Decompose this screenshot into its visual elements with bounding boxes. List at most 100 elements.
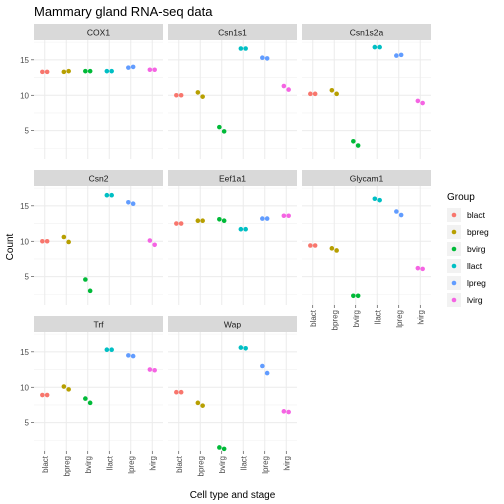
data-point-llact	[238, 345, 244, 350]
panel-glycam1: Glycam1 blact bpreg bvirg llact lpreg lvirg	[302, 170, 431, 330]
data-point-bpreg	[61, 69, 67, 75]
facet-strip-label: COX1	[87, 28, 110, 38]
data-point-bpreg	[200, 403, 205, 408]
data-point-lvirg	[281, 83, 287, 89]
data-point-bpreg	[66, 387, 71, 392]
y-tick-label: 15	[20, 56, 29, 65]
facet-strip-label: Eef1a1	[219, 174, 246, 184]
data-point-lvirg	[152, 367, 157, 373]
panel-wap: Wap blact bpreg bvirg llact lpreg lvirg	[168, 316, 297, 476]
panels-layer: COX1 5 10 15 Csn1s1 Csn1s2a Csn2 5 10 15 Eef1a1 Gly…	[20, 24, 431, 476]
data-point-lpreg	[126, 353, 131, 358]
y-tick-label: 5	[25, 419, 30, 428]
data-point-llact	[243, 46, 248, 51]
data-point-blact	[44, 392, 50, 398]
data-point-blact	[312, 243, 318, 248]
data-point-blact	[44, 69, 50, 75]
data-point-lpreg	[398, 52, 404, 58]
facet-strip-label: Csn1s1	[218, 28, 247, 38]
data-point-bpreg	[61, 384, 67, 389]
panel-csn1s1: Csn1s1	[168, 24, 297, 159]
legend-key-point	[451, 263, 457, 269]
facet-strip	[168, 170, 297, 186]
legend-label: blact	[467, 210, 486, 220]
panel-cox1: COX1 5 10 15	[20, 24, 163, 159]
panel-eef1a1: Eef1a1	[168, 170, 297, 305]
data-point-bvirg	[87, 68, 93, 74]
data-point-blact	[40, 238, 45, 244]
data-point-bpreg	[66, 239, 71, 245]
data-point-blact	[174, 92, 179, 98]
panel-background	[34, 186, 163, 305]
data-point-bvirg	[221, 446, 227, 452]
data-point-bvirg	[221, 218, 227, 224]
x-tick-label: lvirg	[282, 456, 291, 471]
data-point-bpreg	[200, 218, 205, 224]
data-point-bpreg	[195, 218, 201, 224]
data-point-llact	[104, 68, 110, 74]
legend-key-point	[451, 246, 457, 252]
data-point-blact	[178, 221, 184, 226]
data-point-bpreg	[61, 234, 67, 240]
data-point-lpreg	[260, 55, 265, 61]
panel-background	[34, 332, 163, 451]
x-tick-label: lpreg	[127, 456, 136, 474]
legend: blact bpreg bvirg llact lpreg lvirg	[447, 208, 489, 307]
facet-strip	[168, 24, 297, 40]
data-point-bvirg	[217, 445, 222, 450]
data-point-blact	[308, 243, 313, 248]
data-point-llact	[243, 345, 248, 351]
data-point-bpreg	[329, 87, 335, 93]
panel-background	[168, 332, 297, 451]
data-point-llact	[238, 226, 244, 232]
legend-key-point	[451, 297, 457, 303]
data-point-blact	[178, 92, 184, 98]
data-point-llact	[109, 347, 114, 353]
x-tick-label: blact	[175, 455, 184, 473]
data-point-lpreg	[130, 64, 136, 70]
data-point-lvirg	[420, 100, 425, 106]
facet-strip	[302, 170, 431, 186]
y-tick-label: 15	[20, 202, 29, 211]
data-point-bpreg	[200, 94, 205, 99]
data-point-bpreg	[334, 91, 339, 97]
panel-background	[168, 186, 297, 305]
y-tick-label: 5	[25, 273, 30, 282]
legend-label: llact	[467, 261, 483, 271]
legend-key-point	[451, 229, 457, 235]
x-tick-label: bvirg	[352, 310, 361, 327]
data-point-lpreg	[130, 201, 136, 207]
data-point-bvirg	[355, 143, 361, 148]
x-tick-label: blact	[309, 309, 318, 327]
legend-title: Group	[447, 192, 475, 203]
data-point-lvirg	[286, 409, 291, 415]
data-point-bvirg	[83, 277, 88, 282]
data-point-blact	[174, 221, 179, 226]
legend-entry-llact: llact	[447, 259, 483, 273]
x-tick-label: bpreg	[62, 456, 71, 476]
data-point-bvirg	[221, 129, 227, 134]
legend-label: bpreg	[467, 227, 489, 237]
data-point-blact	[312, 91, 318, 97]
x-tick-label: blact	[41, 455, 50, 473]
data-point-llact	[372, 44, 378, 50]
data-point-blact	[44, 238, 50, 244]
panel-background	[34, 40, 163, 159]
data-point-llact	[238, 46, 244, 51]
x-tick-label: bpreg	[330, 310, 339, 330]
facet-strip-label: Wap	[224, 320, 241, 330]
data-point-lpreg	[394, 209, 399, 214]
data-point-llact	[243, 226, 248, 232]
y-tick-label: 10	[20, 383, 29, 392]
data-point-bpreg	[195, 400, 201, 406]
data-point-bpreg	[334, 248, 339, 253]
data-point-llact	[377, 44, 382, 50]
data-point-lpreg	[260, 363, 265, 369]
data-point-lvirg	[147, 238, 153, 243]
data-point-lpreg	[264, 370, 270, 376]
y-tick-label: 10	[20, 91, 29, 100]
data-point-lvirg	[147, 67, 153, 73]
data-point-lvirg	[281, 409, 287, 414]
data-point-lvirg	[415, 265, 421, 271]
